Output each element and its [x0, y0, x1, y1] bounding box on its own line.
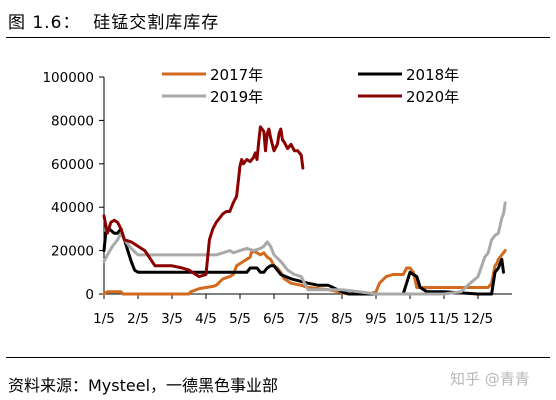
x-tick-label: 10/5: [395, 311, 425, 327]
legend-label: 2017年: [210, 66, 263, 84]
top-divider: [6, 37, 550, 38]
x-tick-label: 4/5: [195, 311, 217, 327]
series-line-2017年: [102, 249, 507, 296]
source-note: 资料来源：Mysteel，一德黑色事业部: [8, 376, 279, 395]
x-tick-label: 6/5: [263, 311, 285, 327]
watermark-text: 知乎 @青青: [450, 370, 530, 388]
series-line-2020年: [102, 125, 305, 279]
x-tick-label: 11/5: [429, 311, 459, 327]
x-tick-label: 1/5: [93, 311, 115, 327]
x-tick-label: 9/5: [365, 311, 387, 327]
y-tick-label: 40000: [51, 200, 94, 216]
y-tick-label: 20000: [51, 244, 94, 260]
x-tick-label: 2/5: [127, 311, 149, 327]
y-tick-label: 0: [85, 287, 94, 303]
y-tick-label: 100000: [42, 70, 94, 86]
inventory-line-chart: 0 20000 40000 60000 80000 100000 1/5 2/5 3/5 4/5 5…: [42, 66, 512, 327]
figure-title: 图 1.6： 硅锰交割库库存: [8, 13, 220, 33]
x-tick-label: 8/5: [331, 311, 353, 327]
x-tick-label: 3/5: [161, 311, 183, 327]
x-tick-label: 7/5: [297, 311, 319, 327]
y-tick-label: 60000: [51, 157, 94, 173]
y-tick-label: 80000: [51, 113, 94, 129]
series-line-2019年: [102, 201, 507, 296]
x-tick-label: 12/5: [463, 311, 493, 327]
legend-label: 2018年: [406, 66, 459, 84]
figure-header: 图 1.6： 硅锰交割库库存: [0, 0, 556, 40]
legend-label: 2019年: [210, 88, 263, 106]
bottom-divider: [6, 357, 550, 358]
x-tick-label: 5/5: [229, 311, 251, 327]
legend-label: 2020年: [406, 88, 459, 106]
